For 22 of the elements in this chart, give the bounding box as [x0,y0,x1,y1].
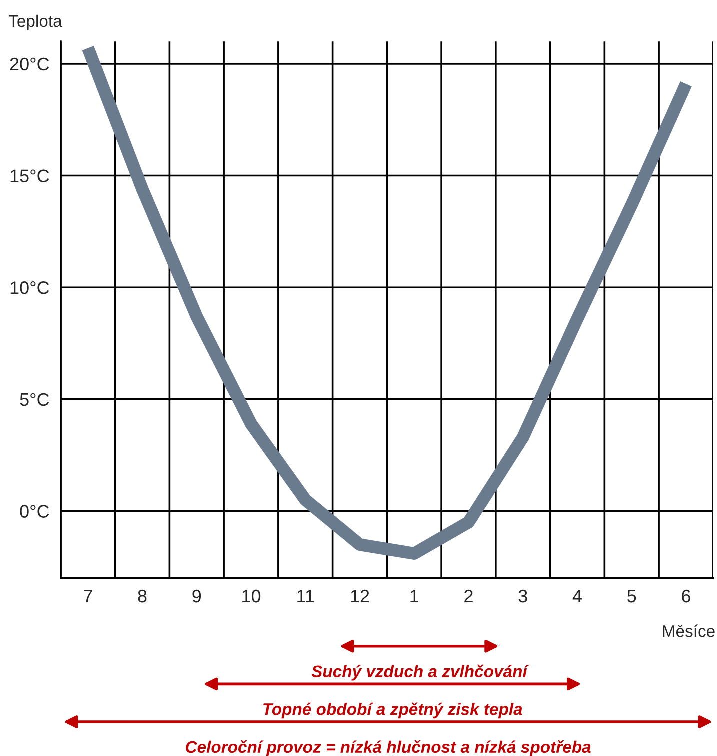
y-tick-label: 5°C [20,393,50,406]
y-tick-label: 10°C [10,282,50,294]
x-tick-label: 11 [298,590,314,603]
x-axis-title: Měsíce [663,624,715,638]
text: Suchý vzduch a zvlhčování [312,664,530,681]
x-tick-label: 7 [84,590,92,603]
x-tick-label: 12 [351,590,370,603]
x-tick-label: 4 [572,590,582,603]
x-tick-label: 5 [628,590,636,603]
x-tick-label: 3 [518,590,528,603]
y-tick-label: 20°C [10,58,50,71]
x-tick-label: 9 [192,590,202,603]
x-tick-label: 8 [138,590,147,603]
y-tick-label: 0°C [20,505,50,518]
text: Celoroční provoz = nízká hlučnost a nízká spotřeba [186,740,591,756]
x-tick-label: 2 [464,590,473,603]
x-tick-label: 6 [682,590,690,603]
y-tick-label: 15°C [10,170,50,182]
x-tick-label: 10 [242,590,261,603]
y-axis-title: Teplota [8,14,62,30]
text: Topné období a zpětný zisk tepla [263,702,522,719]
x-tick-label: 1 [410,590,419,603]
